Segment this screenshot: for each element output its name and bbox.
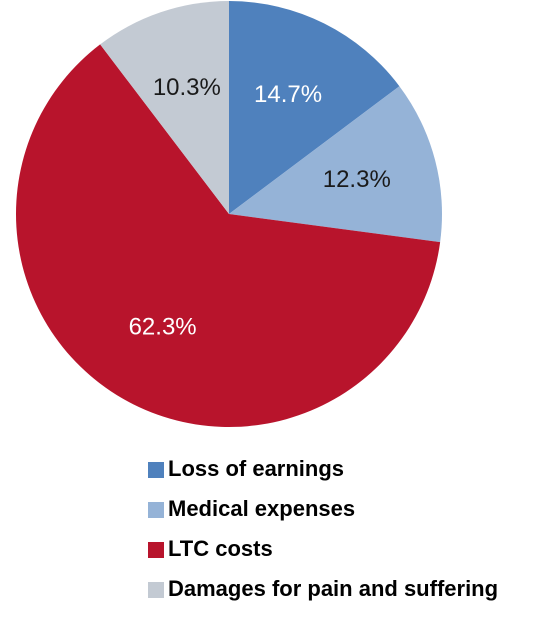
value-label: 62.3% — [129, 314, 197, 341]
value-label: 14.7% — [254, 81, 322, 108]
legend-swatch — [148, 502, 164, 518]
pie-slice — [229, 1, 400, 214]
legend-swatch — [148, 462, 164, 478]
legend-swatch — [148, 542, 164, 558]
legend-label: Damages for pain and suffering — [168, 576, 498, 601]
legend-swatch — [148, 582, 164, 598]
value-label: 10.3% — [153, 74, 221, 101]
legend-label: Loss of earnings — [168, 456, 344, 481]
value-label: 12.3% — [323, 166, 391, 193]
pie-slice — [100, 1, 229, 214]
legend-label: LTC costs — [168, 536, 273, 561]
pie-slice — [229, 86, 442, 243]
legend-label: Medical expenses — [168, 496, 355, 521]
pie-slice — [16, 44, 441, 427]
